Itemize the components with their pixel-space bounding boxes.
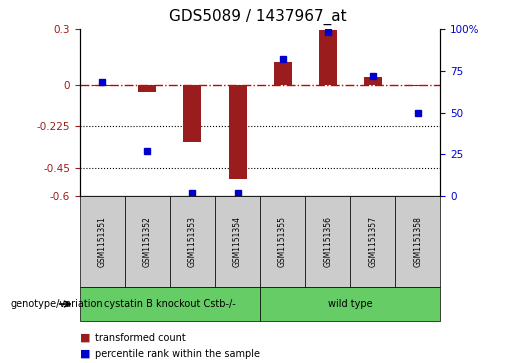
Text: GSM1151352: GSM1151352	[143, 216, 152, 267]
Text: GSM1151353: GSM1151353	[188, 216, 197, 267]
Text: GSM1151357: GSM1151357	[368, 216, 377, 267]
Bar	[139, 85, 157, 92]
Text: GSM1151358: GSM1151358	[414, 216, 422, 267]
Bar	[183, 85, 201, 142]
Text: cystatin B knockout Cstb-/-: cystatin B knockout Cstb-/-	[104, 299, 236, 309]
Bar	[319, 30, 337, 85]
Bar	[93, 85, 111, 86]
Text: ■: ■	[80, 349, 90, 359]
Text: ■: ■	[80, 333, 90, 343]
Bar	[364, 77, 382, 85]
Text: percentile rank within the sample: percentile rank within the sample	[95, 349, 260, 359]
Bar	[409, 85, 427, 86]
Bar	[229, 85, 247, 179]
Text: genotype/variation: genotype/variation	[10, 299, 103, 309]
Text: GSM1151355: GSM1151355	[278, 216, 287, 267]
Text: GDS5089 / 1437967_at: GDS5089 / 1437967_at	[169, 9, 346, 25]
Text: transformed count: transformed count	[95, 333, 186, 343]
Text: GSM1151354: GSM1151354	[233, 216, 242, 267]
Text: wild type: wild type	[328, 299, 372, 309]
Text: GSM1151356: GSM1151356	[323, 216, 332, 267]
Bar	[273, 62, 291, 85]
Text: GSM1151351: GSM1151351	[98, 216, 107, 267]
